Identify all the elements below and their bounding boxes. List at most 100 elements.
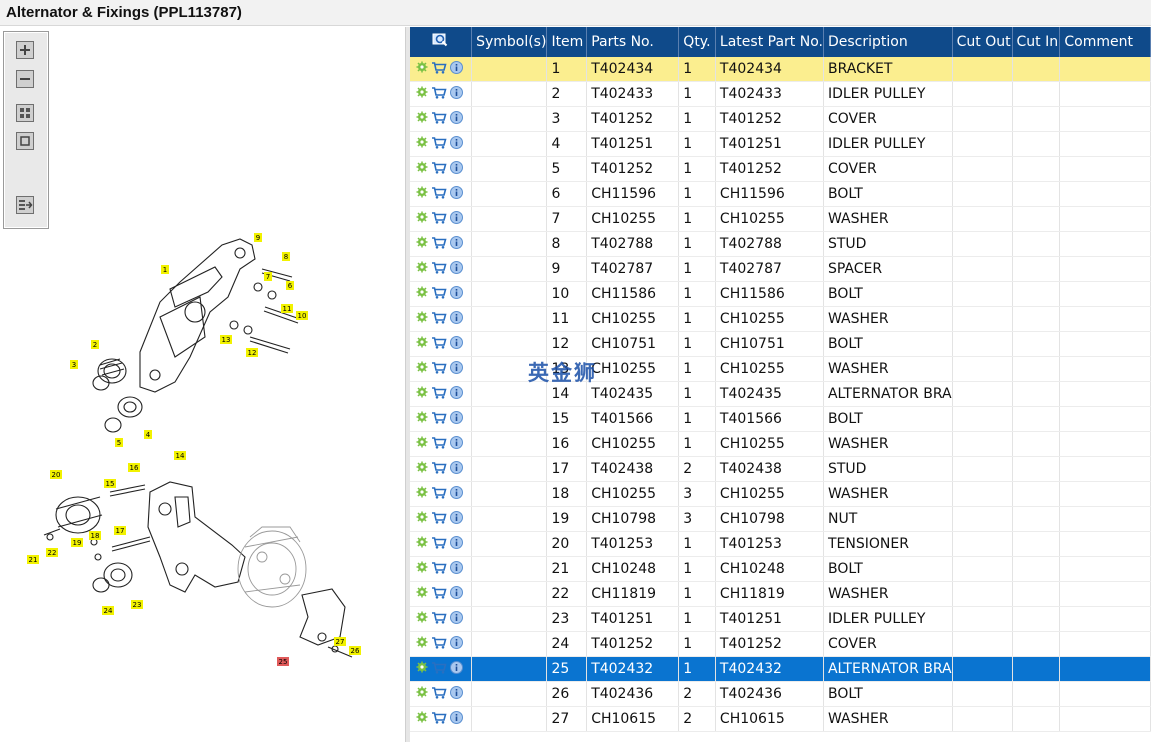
exploded-parts-diagram[interactable]: 1 2 3 4 5 6 7 8 9 10 11 12 13 14 15 16 1… (0, 197, 400, 677)
info-icon[interactable] (450, 435, 463, 453)
table-row[interactable]: 20 T401253 1 T401253 TENSIONER (410, 531, 1151, 557)
callout-20[interactable]: 20 (50, 470, 62, 479)
callout-21[interactable]: 21 (27, 555, 39, 564)
callout-22[interactable]: 22 (46, 548, 58, 557)
cart-icon[interactable] (431, 511, 447, 528)
info-icon[interactable] (450, 510, 463, 528)
cart-icon[interactable] (431, 361, 447, 378)
gear-icon[interactable] (416, 561, 428, 577)
info-icon[interactable] (450, 535, 463, 553)
info-icon[interactable] (450, 60, 463, 78)
callout-13[interactable]: 13 (220, 335, 232, 344)
gear-icon[interactable] (416, 111, 428, 127)
callout-7[interactable]: 7 (264, 272, 272, 281)
callout-19[interactable]: 19 (71, 538, 83, 547)
cart-icon[interactable] (431, 686, 447, 703)
column-latest-part-no[interactable]: Latest Part No. (715, 27, 824, 57)
info-icon[interactable] (450, 110, 463, 128)
callout-24[interactable]: 24 (102, 606, 114, 615)
callout-17[interactable]: 17 (114, 526, 126, 535)
fit-button[interactable] (16, 104, 34, 122)
table-row[interactable]: 16 CH10255 1 CH10255 WASHER (410, 431, 1151, 457)
cart-icon[interactable] (431, 661, 447, 678)
cart-icon[interactable] (431, 236, 447, 253)
cart-icon[interactable] (431, 336, 447, 353)
cart-icon[interactable] (431, 636, 447, 653)
table-row[interactable]: 24 T401252 1 T401252 COVER (410, 631, 1151, 657)
column-cut-out[interactable]: Cut Out (952, 27, 1013, 57)
table-row[interactable]: 9 T402787 1 T402787 SPACER (410, 256, 1151, 282)
info-icon[interactable] (450, 385, 463, 403)
cart-icon[interactable] (431, 286, 447, 303)
callout-9[interactable]: 9 (254, 233, 262, 242)
table-row[interactable]: 1 T402434 1 T402434 BRACKET (410, 57, 1151, 82)
cart-icon[interactable] (431, 611, 447, 628)
cart-icon[interactable] (431, 561, 447, 578)
info-icon[interactable] (450, 610, 463, 628)
actual-size-button[interactable] (16, 132, 34, 150)
gear-icon[interactable] (416, 336, 428, 352)
callout-26[interactable]: 26 (349, 646, 361, 655)
gear-icon[interactable] (416, 661, 428, 677)
gear-icon[interactable] (416, 136, 428, 152)
info-icon[interactable] (450, 585, 463, 603)
callout-12[interactable]: 12 (246, 348, 258, 357)
table-row[interactable]: 2 T402433 1 T402433 IDLER PULLEY (410, 81, 1151, 107)
column-parts-no[interactable]: Parts No. (586, 27, 680, 57)
column-cut-in[interactable]: Cut In (1012, 27, 1061, 57)
cart-icon[interactable] (431, 61, 447, 78)
gear-icon[interactable] (416, 411, 428, 427)
gear-icon[interactable] (416, 636, 428, 652)
callout-8[interactable]: 8 (282, 252, 290, 261)
table-row[interactable]: 27 CH10615 2 CH10615 WASHER (410, 706, 1151, 732)
column-symbols[interactable]: Symbol(s) (471, 27, 548, 57)
cart-icon[interactable] (431, 211, 447, 228)
table-row[interactable]: 26 T402436 2 T402436 BOLT (410, 681, 1151, 707)
gear-icon[interactable] (416, 611, 428, 627)
gear-icon[interactable] (416, 311, 428, 327)
table-row[interactable]: 21 CH10248 1 CH10248 BOLT (410, 556, 1151, 582)
cart-icon[interactable] (431, 136, 447, 153)
callout-10[interactable]: 10 (296, 311, 308, 320)
callout-23[interactable]: 23 (131, 600, 143, 609)
info-icon[interactable] (450, 685, 463, 703)
cart-icon[interactable] (431, 386, 447, 403)
gear-icon[interactable] (416, 286, 428, 302)
gear-icon[interactable] (416, 461, 428, 477)
table-row[interactable]: 23 T401251 1 T401251 IDLER PULLEY (410, 606, 1151, 632)
cart-icon[interactable] (431, 161, 447, 178)
zoom-out-button[interactable] (16, 70, 34, 88)
info-icon[interactable] (450, 635, 463, 653)
info-icon[interactable] (450, 485, 463, 503)
info-icon[interactable] (450, 360, 463, 378)
table-row[interactable]: 4 T401251 1 T401251 IDLER PULLEY (410, 131, 1151, 157)
column-description[interactable]: Description (823, 27, 953, 57)
column-item[interactable]: Item (546, 27, 588, 57)
info-icon[interactable] (450, 135, 463, 153)
table-row[interactable]: 12 CH10751 1 CH10751 BOLT (410, 331, 1151, 357)
gear-icon[interactable] (416, 686, 428, 702)
info-icon[interactable] (450, 285, 463, 303)
gear-icon[interactable] (416, 261, 428, 277)
callout-2[interactable]: 2 (91, 340, 99, 349)
table-row[interactable]: 19 CH10798 3 CH10798 NUT (410, 506, 1151, 532)
gear-icon[interactable] (416, 361, 428, 377)
callout-27[interactable]: 27 (334, 637, 346, 646)
gear-icon[interactable] (416, 61, 428, 77)
column-qty[interactable]: Qty. (678, 27, 716, 57)
gear-icon[interactable] (416, 386, 428, 402)
info-icon[interactable] (450, 185, 463, 203)
gear-icon[interactable] (416, 186, 428, 202)
cart-icon[interactable] (431, 111, 447, 128)
gear-icon[interactable] (416, 436, 428, 452)
info-icon[interactable] (450, 235, 463, 253)
gear-icon[interactable] (416, 86, 428, 102)
callout-15[interactable]: 15 (104, 479, 116, 488)
info-icon[interactable] (450, 335, 463, 353)
callout-11[interactable]: 11 (281, 304, 293, 313)
cart-icon[interactable] (431, 486, 447, 503)
callout-1[interactable]: 1 (161, 265, 169, 274)
table-row[interactable]: 15 T401566 1 T401566 BOLT (410, 406, 1151, 432)
table-row[interactable]: 22 CH11819 1 CH11819 WASHER (410, 581, 1151, 607)
panel-splitter[interactable] (405, 27, 410, 742)
